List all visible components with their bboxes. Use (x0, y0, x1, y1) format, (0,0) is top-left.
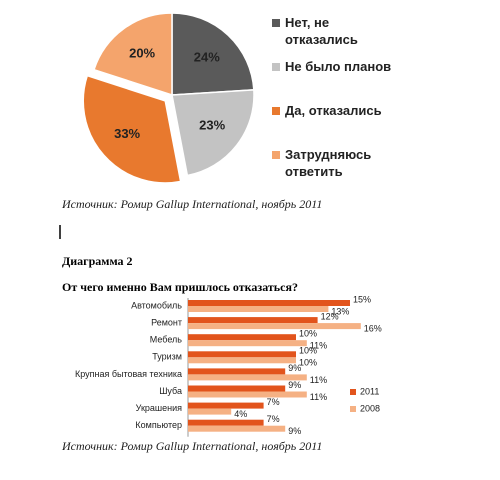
category-label: Туризм (152, 352, 182, 362)
category-label: Украшения (136, 403, 182, 413)
bar (188, 340, 307, 347)
value-label: 10% (299, 346, 317, 356)
legend-swatch (272, 107, 280, 115)
bar (188, 351, 296, 358)
value-label: 10% (299, 358, 317, 368)
category-label: Автомобиль (131, 300, 182, 310)
bar (188, 385, 286, 392)
category-label: Шуба (159, 386, 182, 396)
pie-slice (93, 12, 173, 97)
slice-label: 33% (114, 126, 140, 141)
slice-label: 24% (194, 49, 220, 64)
legend-swatch (272, 19, 280, 27)
value-label: 11% (310, 341, 327, 351)
legend-label: 2011 (360, 386, 379, 396)
value-label: 9% (288, 380, 301, 390)
legend-label: 2008 (360, 403, 380, 413)
source: Источник: Ромир Gallup International, но… (61, 197, 322, 211)
pie-slice (171, 89, 255, 177)
category-label: Компьютер (135, 420, 182, 430)
value-label: 10% (299, 329, 317, 339)
value-label: 9% (288, 426, 301, 436)
bar (188, 391, 307, 398)
bar (188, 300, 350, 306)
bar (188, 317, 318, 324)
value-label: 7% (267, 414, 280, 424)
bar (188, 306, 329, 312)
legend-swatch (272, 151, 280, 159)
pie-slice (82, 74, 182, 184)
legend-swatch (350, 406, 356, 412)
bar (188, 357, 296, 364)
bar (188, 374, 307, 381)
legend-swatch (272, 63, 280, 71)
chart-title: От чего именно Вам пришлось отказаться? (62, 280, 298, 294)
source: Источник: Ромир Gallup International, но… (61, 439, 322, 453)
pie-slice (171, 12, 255, 96)
bar (188, 408, 232, 415)
value-label: 4% (234, 409, 247, 419)
slice-label: 20% (129, 45, 155, 60)
legend-swatch (350, 389, 356, 395)
slice-label: 23% (199, 118, 225, 133)
value-label: 16% (364, 323, 382, 333)
value-label: 11% (310, 392, 327, 402)
legend-item: Да, отказались (285, 103, 382, 118)
legend-item: Нет, не отказались (285, 15, 358, 47)
value-label: 12% (321, 311, 339, 321)
bar (188, 368, 286, 375)
value-label: 7% (267, 397, 280, 407)
legend-item: Затрудняюсь ответить (285, 147, 372, 179)
category-label: Ремонт (151, 317, 182, 327)
value-label: 11% (310, 375, 327, 385)
legend-item: Не было планов (285, 59, 392, 74)
legend-label: Не было планов (285, 59, 392, 74)
bar (188, 419, 264, 426)
value-label: 13% (331, 306, 349, 316)
bar (188, 425, 286, 432)
bar (188, 334, 296, 341)
value-label: 15% (353, 294, 371, 304)
value-label: 9% (288, 363, 301, 373)
category-label: Крупная бытовая техника (75, 369, 182, 379)
category-label: Мебель (150, 335, 183, 345)
legend-label: Затрудняюсь ответить (285, 147, 372, 179)
legend-label: Да, отказались (285, 103, 382, 118)
heading: Диаграмма 2 (62, 254, 133, 268)
bar (188, 402, 264, 409)
bar (188, 323, 361, 330)
legend-label: Нет, не отказались (285, 15, 358, 47)
